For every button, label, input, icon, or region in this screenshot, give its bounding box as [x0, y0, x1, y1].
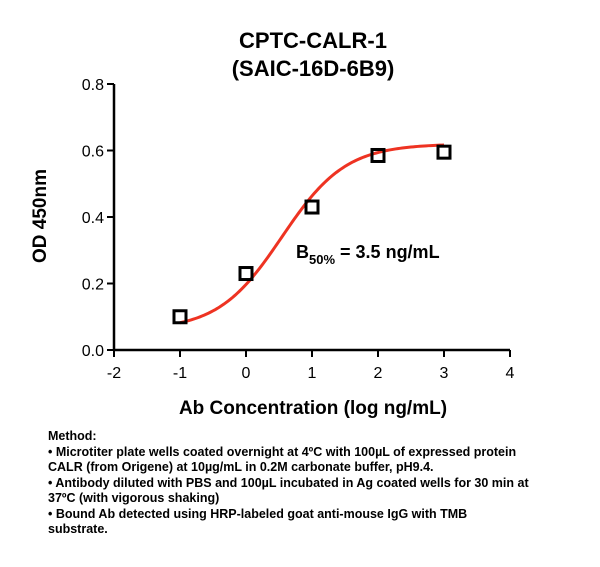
x-tick-label: -2 — [107, 365, 121, 382]
x-tick-labels: -2 -1 0 1 2 3 4 — [107, 365, 515, 382]
y-tick-label: 0.4 — [82, 210, 104, 227]
data-point — [172, 309, 188, 325]
method-line-4: 37ºC (with vigorous shaking) — [48, 491, 220, 505]
fit-curve — [179, 143, 445, 325]
method-line-2: CALR (from Origene) at 10µg/mL in 0.2M c… — [48, 460, 434, 474]
y-tick-label: 0.6 — [82, 144, 104, 161]
chart-title-line-2: (SAIC-16D-6B9) — [232, 56, 395, 81]
data-point — [238, 266, 254, 282]
chart-title-line-1: CPTC-CALR-1 — [239, 28, 387, 53]
data-point — [436, 144, 452, 160]
b50-suffix: = 3.5 ng/mL — [335, 242, 440, 262]
data-point — [370, 147, 386, 163]
elisa-chart: CPTC-CALR-1 (SAIC-16D-6B9) -2 -1 0 1 2 3 4 0.0… — [30, 28, 515, 419]
y-tick-labels: 0.0 0.2 0.4 0.6 0.8 — [82, 77, 104, 360]
data-points — [172, 144, 452, 325]
y-tick-label: 0.0 — [82, 343, 104, 360]
method-line-5: • Bound Ab detected using HRP-labeled go… — [48, 506, 468, 521]
b50-annotation: B50% = 3.5 ng/mL — [296, 242, 440, 267]
y-axis-title: OD 450nm — [30, 169, 51, 263]
b50-prefix: B — [296, 242, 309, 262]
x-tick-label: -1 — [173, 365, 187, 382]
method-line-1: • Microtiter plate wells coated overnigh… — [48, 444, 517, 459]
method-line-3: • Antibody diluted with PBS and 100µL in… — [48, 475, 529, 490]
method-line-6: substrate. — [48, 522, 108, 536]
x-tick-label: 2 — [374, 365, 383, 382]
x-tick-label: 3 — [440, 365, 449, 382]
b50-subscript: 50% — [309, 252, 335, 267]
x-tick-label: 0 — [242, 365, 251, 382]
y-tick-label: 0.2 — [82, 277, 104, 294]
method-notes: Method: • Microtiter plate wells coated … — [48, 429, 588, 538]
y-tick-label: 0.8 — [82, 77, 104, 94]
x-tick-label: 1 — [308, 365, 317, 382]
x-axis-title: Ab Concentration (log ng/mL) — [179, 398, 447, 419]
x-tick-label: 4 — [506, 365, 515, 382]
data-point — [304, 199, 320, 215]
method-heading: Method: — [48, 429, 97, 443]
axes — [107, 83, 511, 357]
